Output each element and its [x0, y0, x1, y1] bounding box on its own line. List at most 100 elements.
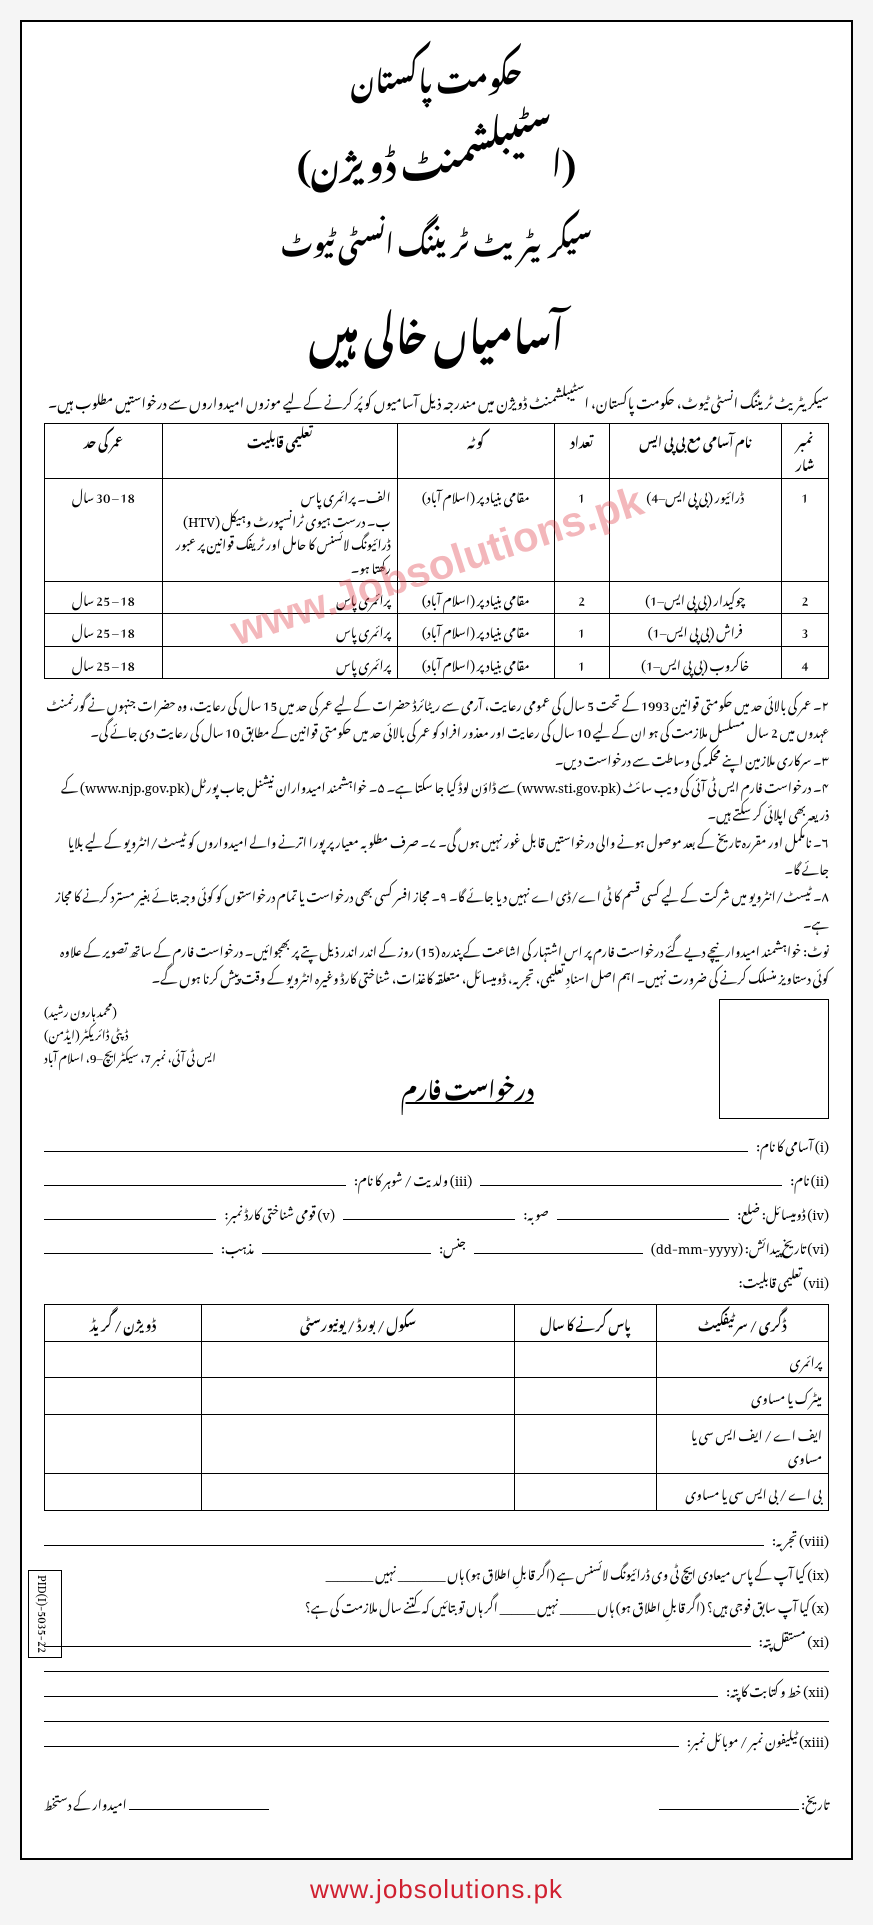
- table-cell: فراش (بی پی ایس–1): [609, 614, 781, 646]
- table-cell: 1: [554, 614, 609, 646]
- edu-col-degree: ڈگری / سرٹیفکیٹ: [656, 1305, 828, 1341]
- edu-blank-cell[interactable]: [515, 1378, 656, 1414]
- edu-blank-cell[interactable]: [201, 1341, 515, 1377]
- col-count: تعداد: [554, 423, 609, 479]
- header: حکومت پاکستان (اسٹیبلشمنٹ ڈویژن) سیکریٹر…: [44, 40, 829, 378]
- edu-row: میٹرک یا مساوی: [45, 1378, 829, 1414]
- edu-degree-cell: پرائمری: [656, 1341, 828, 1377]
- field-vii: (vii) تعلیمی قابلیت:: [738, 1263, 829, 1297]
- field-viii: (viii) تجربہ:: [772, 1521, 829, 1555]
- field-vi-b: جنس:: [439, 1229, 466, 1263]
- table-cell: الف۔ پرائمری پاس ب۔ درست ہیوی ٹرانسپورٹ …: [162, 479, 397, 582]
- edu-degree-cell: بی اے / بی ایس سی یا مساوی: [656, 1474, 828, 1510]
- header-institute: سیکریٹریٹ ٹریننگ انسٹی ٹیوٹ: [44, 207, 829, 272]
- edu-row: ایف اے / ایف ایس سی یا مساوی: [45, 1414, 829, 1474]
- note-line: ۴۔ درخواست فارم ایس ٹی آئی کی ویب سائٹ (…: [44, 771, 829, 826]
- table-cell: خاکروب (بی پی ایس–1): [609, 646, 781, 678]
- table-cell: 1: [554, 646, 609, 678]
- note-line: ۶۔ نامکمل اور مقررہ تاریخ کے بعد موصول ہ…: [44, 826, 829, 881]
- edu-row: پرائمری: [45, 1341, 829, 1377]
- col-sr: نمبر شار: [781, 423, 828, 479]
- blank-xiii[interactable]: [44, 1731, 679, 1747]
- footer-url: www.jobsolutions.pk: [20, 1874, 853, 1905]
- note-line: ۸۔ ٹیسٹ/انٹرویو میں شرکت کے لیے کسی قسم …: [44, 880, 829, 935]
- table-cell: مقامی بنیاد پر (اسلام آباد): [397, 614, 554, 646]
- edu-blank-cell[interactable]: [201, 1378, 515, 1414]
- blank-vi[interactable]: [474, 1238, 643, 1254]
- education-table: ڈگری / سرٹیفکیٹ پاس کرنے کا سال سکول / ب…: [44, 1304, 829, 1510]
- edu-col-board: سکول / بورڈ / یونیورسٹی: [201, 1305, 515, 1341]
- field-iii: (iii) ولدیت / شوہر کا نام:: [354, 1161, 472, 1195]
- table-cell: 18 – 25 سال: [45, 581, 163, 613]
- edu-col-division: ڈویژن / گریڈ: [45, 1305, 202, 1341]
- edu-blank-cell[interactable]: [515, 1341, 656, 1377]
- edu-blank-cell[interactable]: [201, 1474, 515, 1510]
- blank-xi[interactable]: [44, 1631, 751, 1647]
- edu-blank-cell[interactable]: [45, 1474, 202, 1510]
- col-quota: کوٹہ: [397, 423, 554, 479]
- edu-degree-cell: ایف اے / ایف ایس سی یا مساوی: [656, 1414, 828, 1474]
- form-fields: (i) آسامی کا نام: (ii) نام: (iii) ولدیت …: [44, 1127, 829, 1296]
- blank-xii-2[interactable]: [44, 1706, 829, 1722]
- col-qual: تعلیمی قابلیت: [162, 423, 397, 479]
- field-vi-c: مذہب:: [221, 1229, 254, 1263]
- table-cell: پرائمری پاس: [162, 581, 397, 613]
- table-cell: ڈرائیور (بی پی ایس–4): [609, 479, 781, 582]
- table-cell: 4: [781, 646, 828, 678]
- table-row: 2چوکیدار (بی پی ایس–1)2مقامی بنیاد پر (ا…: [45, 581, 829, 613]
- field-iv: (iv) ڈومیسائل: ضلع:: [737, 1195, 829, 1229]
- col-age: عمر کی حد: [45, 423, 163, 479]
- blank-viii[interactable]: [44, 1530, 764, 1546]
- blank-xi-2[interactable]: [44, 1656, 829, 1672]
- table-cell: مقامی بنیاد پر (اسلام آباد): [397, 646, 554, 678]
- blank-xii[interactable]: [44, 1681, 718, 1697]
- job-ad-page: www.Jobsolutions.pk حکومت پاکستان (اسٹیب…: [20, 20, 853, 1860]
- application-header: درخواست فارم (محمد ہارون رشید) ڈپٹی ڈائر…: [44, 999, 829, 1119]
- table-cell: مقامی بنیاد پر (اسلام آباد): [397, 581, 554, 613]
- header-gov: حکومت پاکستان: [44, 40, 829, 110]
- edu-blank-cell[interactable]: [45, 1378, 202, 1414]
- table-cell: 18 – 25 سال: [45, 646, 163, 678]
- blank-ii[interactable]: [480, 1170, 782, 1186]
- table-cell: مقامی بنیاد پر (اسلام آباد): [397, 479, 554, 582]
- edu-blank-cell[interactable]: [515, 1474, 656, 1510]
- table-row: 4خاکروب (بی پی ایس–1)1مقامی بنیاد پر (اس…: [45, 646, 829, 678]
- date-label: تاریخ:: [801, 1785, 829, 1818]
- pid-box: PID(I)-5035-22: [28, 1570, 62, 1658]
- notes-block: ۲۔ عمر کی بالائی حد میں حکومتی قوانین 19…: [44, 689, 829, 989]
- blank-iii[interactable]: [44, 1170, 346, 1186]
- blank-iv-a[interactable]: [557, 1204, 729, 1220]
- edu-blank-cell[interactable]: [45, 1414, 202, 1474]
- blank-iv-b[interactable]: [343, 1204, 515, 1220]
- blank-v[interactable]: [44, 1204, 216, 1220]
- note-line: ۲۔ عمر کی بالائی حد میں حکومتی قوانین 19…: [44, 689, 829, 744]
- edu-col-year: پاس کرنے کا سال: [515, 1305, 656, 1341]
- note-line: ۳۔ سرکاری ملازمین اپنے محکمہ کی وساطت سے…: [44, 744, 829, 771]
- blank-vi-c[interactable]: [44, 1238, 213, 1254]
- edu-blank-cell[interactable]: [201, 1414, 515, 1474]
- edu-header-row: ڈگری / سرٹیفکیٹ پاس کرنے کا سال سکول / ب…: [45, 1305, 829, 1341]
- field-ix: (ix) کیا آپ کے پاس میعادی ایچ ٹی وی ڈرائ…: [326, 1555, 829, 1589]
- table-cell: 18 – 25 سال: [45, 614, 163, 646]
- table-cell: 1: [781, 479, 828, 582]
- note-line: نوٹ: خواہشمند امیدوار نیچے دیے گئے درخوا…: [44, 935, 829, 990]
- field-xii: (xii) خط و کتابت کا پتہ:: [726, 1672, 829, 1706]
- blank-vi-b[interactable]: [262, 1238, 431, 1254]
- blank-i[interactable]: [44, 1136, 748, 1152]
- edu-blank-cell[interactable]: [45, 1341, 202, 1377]
- field-xiii: (xiii) ٹیلیفون نمبر / موبائل نمبر:: [687, 1722, 829, 1756]
- table-cell: 2: [554, 581, 609, 613]
- table-cell: پرائمری پاس: [162, 646, 397, 678]
- table-cell: 3: [781, 614, 828, 646]
- table-row: 1ڈرائیور (بی پی ایس–4)1مقامی بنیاد پر (ا…: [45, 479, 829, 582]
- header-division: (اسٹیبلشمنٹ ڈویژن): [44, 116, 829, 201]
- edu-degree-cell: میٹرک یا مساوی: [656, 1378, 828, 1414]
- edu-blank-cell[interactable]: [515, 1414, 656, 1474]
- col-post: نام آسامی مع بی پی ایس: [609, 423, 781, 479]
- extra-fields: (viii) تجربہ: (ix) کیا آپ کے پاس میعادی …: [44, 1521, 829, 1756]
- table-cell: 2: [781, 581, 828, 613]
- field-iv-b: صوبہ:: [523, 1195, 548, 1229]
- application-form-title: درخواست فارم: [401, 1059, 534, 1114]
- sig-blank[interactable]: [129, 1796, 269, 1810]
- date-blank[interactable]: [659, 1796, 799, 1810]
